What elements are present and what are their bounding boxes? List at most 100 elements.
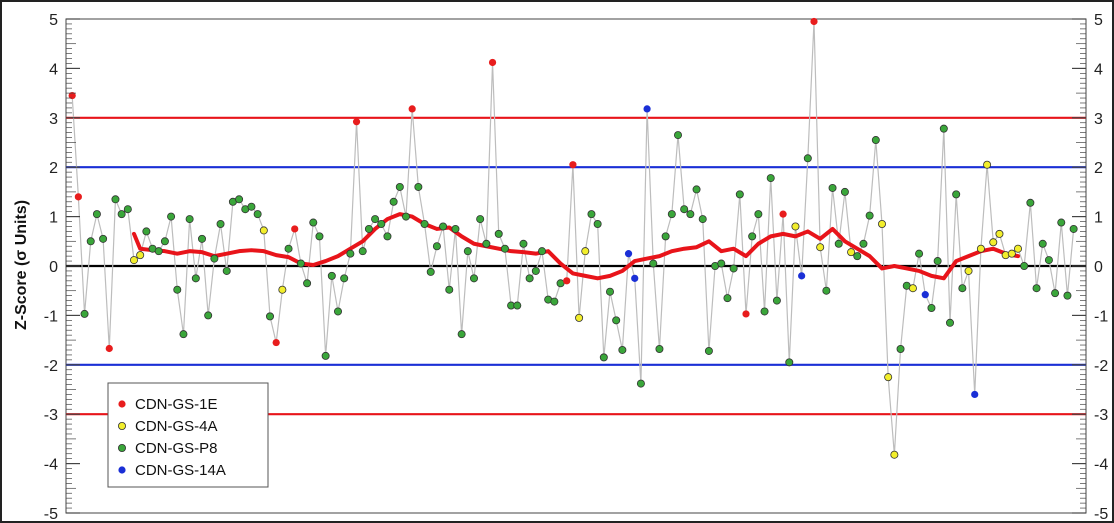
point-P8 bbox=[952, 190, 961, 199]
point-4A bbox=[983, 160, 992, 169]
left-tick-label: 0 bbox=[49, 259, 58, 276]
point-P8 bbox=[834, 239, 843, 248]
point-P8 bbox=[432, 242, 441, 251]
point-1E bbox=[272, 338, 280, 347]
point-P8 bbox=[377, 220, 386, 229]
point-P8 bbox=[476, 215, 485, 224]
point-P8 bbox=[766, 174, 775, 183]
point-P8 bbox=[1044, 256, 1053, 265]
point-1E bbox=[74, 193, 82, 201]
point-P8 bbox=[513, 301, 522, 310]
point-14A bbox=[643, 105, 651, 113]
point-P8 bbox=[358, 247, 367, 256]
point-P8 bbox=[265, 312, 274, 321]
point-P8 bbox=[525, 274, 534, 283]
data-points bbox=[68, 17, 1078, 459]
point-P8 bbox=[210, 254, 219, 263]
point-14A bbox=[921, 291, 929, 299]
point-P8 bbox=[426, 267, 435, 276]
point-1E bbox=[105, 344, 113, 353]
point-P8 bbox=[822, 286, 831, 295]
right-tick-label: -4 bbox=[1094, 457, 1108, 474]
point-P8 bbox=[865, 211, 874, 220]
point-P8 bbox=[754, 210, 763, 219]
point-1E bbox=[569, 161, 577, 169]
left-tick-label: -3 bbox=[44, 407, 58, 424]
point-14A bbox=[798, 272, 806, 280]
right-tick-label: 4 bbox=[1094, 61, 1103, 78]
point-4A bbox=[976, 244, 985, 253]
point-4A bbox=[878, 220, 887, 229]
left-tick-label: -5 bbox=[44, 506, 58, 523]
right-tick-label: 0 bbox=[1094, 259, 1103, 276]
point-P8 bbox=[1051, 289, 1060, 298]
point-P8 bbox=[247, 202, 256, 211]
point-P8 bbox=[383, 232, 392, 241]
left-tick-label: -1 bbox=[44, 308, 58, 325]
point-P8 bbox=[500, 244, 509, 253]
legend-marker bbox=[118, 443, 127, 452]
point-P8 bbox=[309, 218, 318, 227]
point-P8 bbox=[111, 195, 120, 204]
point-P8 bbox=[235, 195, 244, 204]
point-P8 bbox=[371, 215, 380, 224]
point-P8 bbox=[395, 182, 404, 191]
point-P8 bbox=[772, 296, 781, 305]
point-4A bbox=[995, 229, 1004, 238]
left-tick-label: 2 bbox=[49, 160, 58, 177]
point-P8 bbox=[401, 212, 410, 221]
point-P8 bbox=[896, 344, 905, 353]
point-P8 bbox=[179, 330, 188, 339]
moving-average-line bbox=[132, 212, 1020, 281]
point-P8 bbox=[1063, 291, 1072, 300]
point-P8 bbox=[482, 239, 491, 248]
point-P8 bbox=[346, 249, 355, 258]
point-P8 bbox=[142, 227, 151, 236]
point-P8 bbox=[296, 259, 305, 268]
point-P8 bbox=[946, 318, 955, 327]
right-tick-label: 2 bbox=[1094, 160, 1103, 177]
point-P8 bbox=[859, 239, 868, 248]
point-P8 bbox=[748, 232, 757, 241]
point-P8 bbox=[80, 309, 89, 318]
point-P8 bbox=[803, 154, 812, 163]
point-P8 bbox=[599, 353, 608, 362]
left-tick-label: 1 bbox=[49, 210, 58, 227]
moving-average bbox=[132, 212, 1020, 281]
point-1E bbox=[779, 210, 787, 218]
point-P8 bbox=[1032, 284, 1041, 293]
point-P8 bbox=[871, 136, 880, 145]
right-tick-label: -3 bbox=[1094, 407, 1108, 424]
point-P8 bbox=[333, 307, 342, 316]
point-4A bbox=[136, 251, 145, 260]
point-4A bbox=[890, 450, 899, 459]
point-4A bbox=[1014, 244, 1023, 253]
point-4A bbox=[884, 373, 893, 382]
point-P8 bbox=[556, 279, 565, 288]
point-1E bbox=[68, 91, 76, 100]
right-tick-label: 3 bbox=[1094, 111, 1103, 128]
point-P8 bbox=[933, 257, 942, 266]
point-P8 bbox=[840, 187, 849, 196]
point-P8 bbox=[587, 210, 596, 219]
point-P8 bbox=[717, 259, 726, 268]
point-P8 bbox=[593, 220, 602, 229]
point-P8 bbox=[185, 215, 194, 224]
point-P8 bbox=[463, 247, 472, 256]
point-4A bbox=[847, 248, 856, 257]
point-4A bbox=[816, 243, 825, 252]
point-P8 bbox=[86, 237, 95, 246]
point-P8 bbox=[451, 224, 460, 233]
legend-marker bbox=[118, 466, 126, 474]
point-P8 bbox=[538, 247, 547, 256]
right-tick-label: 5 bbox=[1094, 12, 1103, 29]
point-P8 bbox=[760, 307, 769, 316]
point-P8 bbox=[1038, 239, 1047, 248]
point-1E bbox=[488, 58, 497, 67]
point-P8 bbox=[123, 205, 132, 214]
point-1E bbox=[810, 17, 818, 26]
point-P8 bbox=[222, 266, 231, 275]
left-tick-label: -4 bbox=[44, 457, 58, 474]
point-P8 bbox=[649, 259, 658, 268]
point-P8 bbox=[364, 224, 373, 233]
